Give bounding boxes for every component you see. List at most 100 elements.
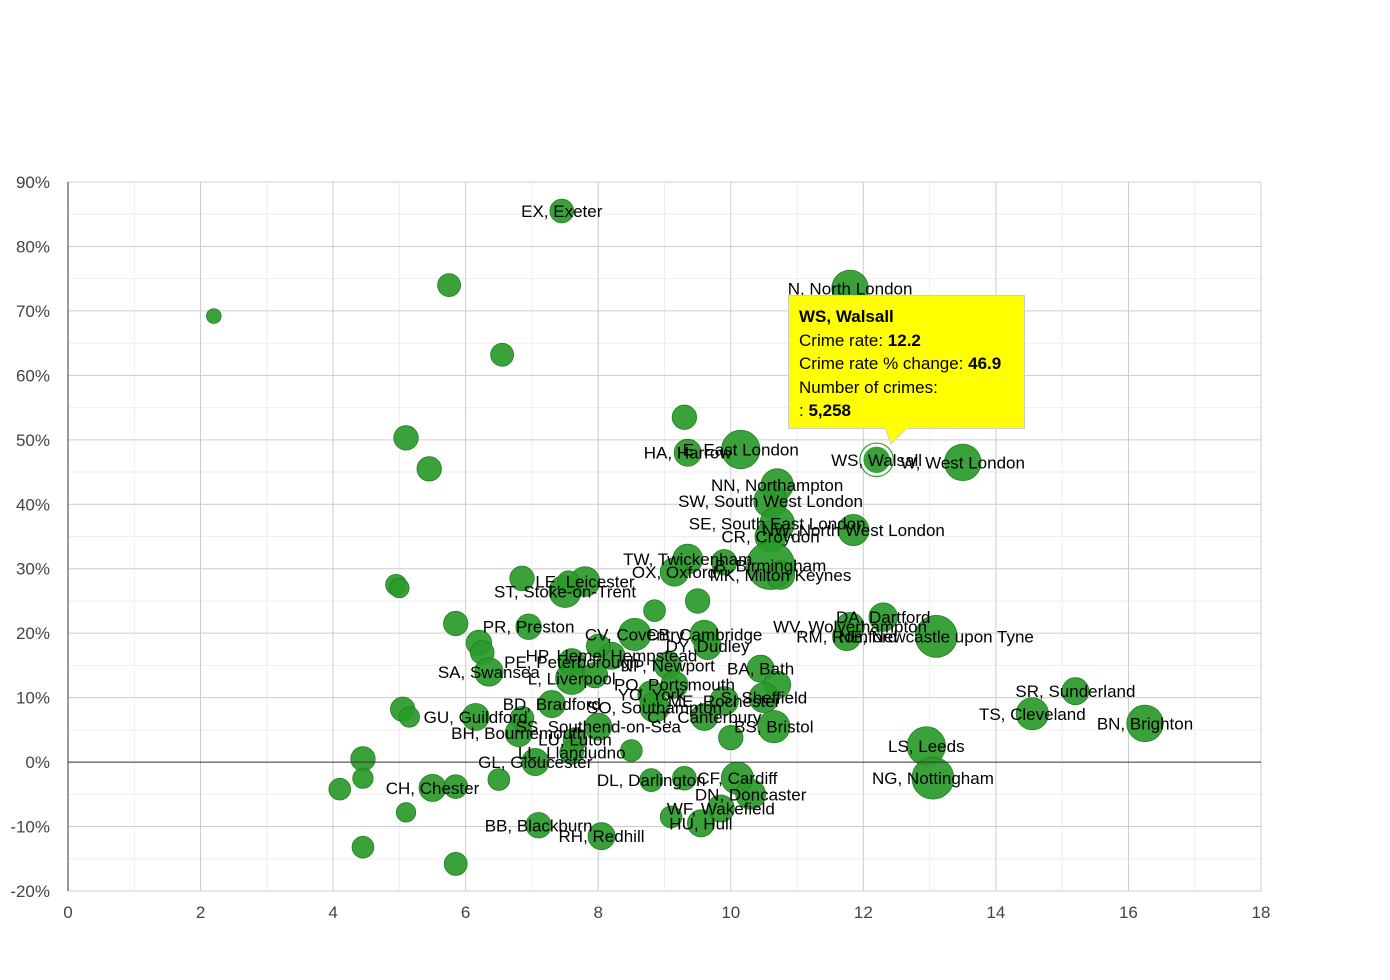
bubble [914,615,958,658]
bubble [659,557,690,587]
bubble [351,835,375,859]
bubble-label: DL, Darlington [597,771,706,790]
bubble [525,812,552,839]
bubble [515,613,542,640]
bubble [389,577,410,599]
bubble-label: SE, South East London [689,515,866,534]
bubble [504,719,533,747]
bubble [639,692,670,723]
bubble [706,794,735,823]
bubble-label: S, Sheffield [721,689,808,708]
bubble-label: DA, Dartford [836,608,930,627]
bubble [620,739,643,762]
y-tick-label: -20% [10,882,50,901]
bubble [721,429,761,470]
bubble-label: CT, Canterbury [647,708,762,727]
bubble-label: DY, Dudley [666,637,750,656]
bubble-label: SW, South West London [678,492,863,511]
x-tick-label: 2 [196,903,205,922]
bubble-label: CR, Croydon [721,528,819,547]
bubble [352,767,374,789]
y-tick-label: 0% [25,753,50,772]
y-tick-label: 60% [16,366,50,385]
bubble-label: RM, Romford [796,627,897,646]
bubble-label: CF, Cardiff [697,769,777,788]
bubble-label: BN, Brighton [1097,714,1193,733]
bubble-label: NG, Nottingham [872,769,994,788]
x-tick-label: 4 [328,903,337,922]
bubble [1015,697,1049,731]
bubble [581,661,609,689]
bubble-label: W, West London [901,453,1025,472]
bubble [395,802,417,823]
bubble-label: BA, Bath [727,660,794,679]
bubble-label: SS, Southend-on-Sea [516,718,682,737]
bubble-label: LS, Leeds [888,737,965,756]
bubble [643,599,666,622]
bubble [690,703,719,731]
y-tick-label: 50% [16,431,50,450]
bubble-highlighted [861,444,892,476]
tooltip-row-number-crimes: Number of crimes: [799,377,938,397]
x-tick-label: 12 [854,903,873,922]
bubble-label: RH, Redhill [559,827,645,846]
bubble-label: YO, York [618,685,686,704]
bubble-label: BH, Bournemouth [451,724,586,743]
bubble-label: BS, Bristol [734,718,813,737]
bubble-label: OX, Oxford [632,563,717,582]
bubble [735,779,766,810]
x-tick-label: 10 [721,903,740,922]
bubble [350,746,376,772]
bubble [748,682,780,713]
bubble [557,570,580,593]
bubble [443,852,468,876]
bubble-label: EX, Exeter [521,202,603,221]
bubble [559,740,584,765]
bubble [718,724,744,751]
bubble-label: NP, Newport [621,656,715,675]
bubble [687,809,715,838]
y-tick-label: 20% [16,624,50,643]
y-tick-label: 70% [16,302,50,321]
y-tick-label: 10% [16,689,50,708]
tooltip-row-rate-change: Crime rate % change: 46.9 [799,354,1002,373]
bubble-label: N, North London [788,279,913,298]
bubble-label: PR, Preston [483,618,575,637]
bubble [765,560,796,590]
bubble-label: WF, Wakefield [667,799,775,818]
bubble-label: CH, Chester [386,779,480,798]
bubble-label: PO, Portsmouth [614,676,735,695]
bubble [393,425,419,451]
bubble [1061,677,1090,706]
bubble-label: MK, Milton Keynes [710,566,852,585]
bubble [618,617,652,651]
bubble [398,706,420,728]
bubble [437,273,461,298]
tooltip: WS, Walsall Crime rate: 12.2 Crime rate … [788,295,1025,429]
bubble-label: L, Liverpool [528,669,616,688]
tooltip-row-number-value: : 5,258 [799,401,851,420]
bubble-label: TW, Twickenham [623,550,752,569]
bubble-label: NN, Northampton [711,476,843,495]
tooltip-title: WS, Walsall [799,307,894,326]
bubble [639,768,664,793]
bubble [1126,704,1164,743]
bubble [206,308,222,324]
bubble [671,404,697,430]
bubble [474,657,504,687]
bubble [461,703,490,731]
y-tick-label: -10% [10,818,50,837]
x-tick-label: 16 [1119,903,1138,922]
bubble [944,443,982,482]
bubble [443,774,468,799]
bubble [673,438,702,467]
x-tick-label: 14 [986,903,1005,922]
bubble-label: SA, Swansea [438,663,541,682]
bubble-label: CB, Cambridge [646,625,762,644]
y-tick-label: 90% [16,173,50,192]
bubble [328,777,352,801]
y-tick-label: 80% [16,237,50,256]
bubble [709,686,739,716]
